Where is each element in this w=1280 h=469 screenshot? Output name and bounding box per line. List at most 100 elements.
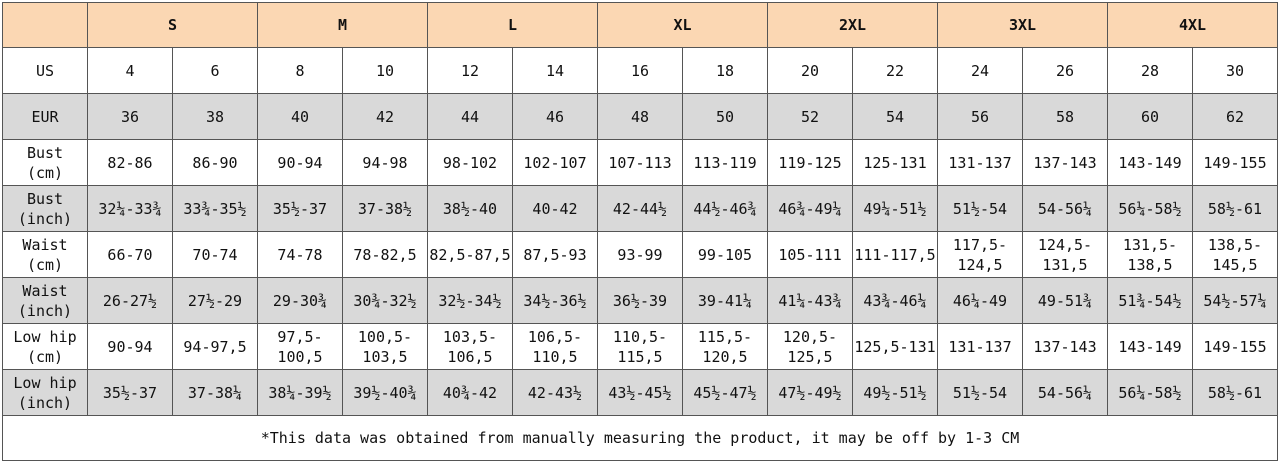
value-cell: 94-98 [342,139,428,186]
row-label: Waist (inch) [2,277,88,324]
value-cell: 149-155 [1192,323,1278,370]
value-cell: 24 [937,47,1023,94]
value-cell: 49-51¾ [1022,277,1108,324]
value-cell: 98-102 [427,139,513,186]
value-cell: 131-137 [937,323,1023,370]
value-cell: 37-38¼ [172,369,258,416]
value-cell: 58½-61 [1192,369,1278,416]
value-cell: 47½-49½ [767,369,853,416]
value-cell: 42-44½ [597,185,683,232]
value-cell: 18 [682,47,768,94]
measurement-row: US 4 6 8 10 12 14 16 18 20 22 24 26 28 30 [2,47,1278,94]
value-cell: 49½-51½ [852,369,938,416]
value-cell: 36 [87,93,173,140]
value-cell: 137-143 [1022,323,1108,370]
measurement-row: Bust (cm) 82-86 86-90 90-94 94-98 98-102 102-1… [2,139,1278,186]
value-cell: 40¾-42 [427,369,513,416]
value-cell: 90-94 [257,139,343,186]
value-cell: 54 [852,93,938,140]
row-label: Bust (inch) [2,185,88,232]
value-cell: 34½-36½ [512,277,598,324]
value-cell: 39-41¼ [682,277,768,324]
value-cell: 49¼-51½ [852,185,938,232]
measurement-note: *This data was obtained from manually me… [2,415,1278,461]
value-cell: 51¾-54½ [1107,277,1193,324]
value-cell: 32½-34½ [427,277,513,324]
size-header-cell: M [257,2,428,48]
value-cell: 87,5-93 [512,231,598,278]
value-cell: 56¼-58½ [1107,185,1193,232]
value-cell: 105-111 [767,231,853,278]
measurement-row: Waist (cm) 66-70 70-74 74-78 78-82,5 82,5-87,… [2,231,1278,278]
value-cell: 56¼-58½ [1107,369,1193,416]
size-header-cell: 2XL [767,2,938,48]
value-cell: 82-86 [87,139,173,186]
value-cell: 110,5- 115,5 [597,323,683,370]
value-cell: 29-30¾ [257,277,343,324]
value-cell: 124,5- 131,5 [1022,231,1108,278]
value-cell: 27½-29 [172,277,258,324]
value-cell: 102-107 [512,139,598,186]
value-cell: 143-149 [1107,139,1193,186]
value-cell: 52 [767,93,853,140]
value-cell: 60 [1107,93,1193,140]
value-cell: 70-74 [172,231,258,278]
size-header-cell: XL [597,2,768,48]
value-cell: 94-97,5 [172,323,258,370]
value-cell: 12 [427,47,513,94]
value-cell: 99-105 [682,231,768,278]
value-cell: 100,5- 103,5 [342,323,428,370]
size-header-cell: 4XL [1107,2,1278,48]
measurement-row: Bust (inch) 32¼-33¾ 33¾-35½ 35½-37 37-38½ 38½… [2,185,1278,232]
value-cell: 8 [257,47,343,94]
value-cell: 48 [597,93,683,140]
value-cell: 125,5-131 [852,323,938,370]
value-cell: 22 [852,47,938,94]
value-cell: 28 [1107,47,1193,94]
value-cell: 44 [427,93,513,140]
value-cell: 38¼-39½ [257,369,343,416]
value-cell: 26 [1022,47,1108,94]
value-cell: 35½-37 [87,369,173,416]
value-cell: 44½-46¾ [682,185,768,232]
value-cell: 14 [512,47,598,94]
row-label: Low hip (inch) [2,369,88,416]
value-cell: 42 [342,93,428,140]
value-cell: 32¼-33¾ [87,185,173,232]
row-label: EUR [2,93,88,140]
value-cell: 107-113 [597,139,683,186]
row-label: Waist (cm) [2,231,88,278]
measurement-row: Waist (inch) 26-27½ 27½-29 29-30¾ 30¾-32½ 32½… [2,277,1278,324]
value-cell: 90-94 [87,323,173,370]
value-cell: 39½-40¾ [342,369,428,416]
value-cell: 46¾-49¼ [767,185,853,232]
value-cell: 149-155 [1192,139,1278,186]
note-row: *This data was obtained from manually me… [2,415,1278,461]
value-cell: 138,5- 145,5 [1192,231,1278,278]
value-cell: 35½-37 [257,185,343,232]
value-cell: 38 [172,93,258,140]
row-label: Low hip (cm) [2,323,88,370]
value-cell: 103,5- 106,5 [427,323,513,370]
value-cell: 113-119 [682,139,768,186]
value-cell: 82,5-87,5 [427,231,513,278]
value-cell: 20 [767,47,853,94]
value-cell: 51½-54 [937,369,1023,416]
value-cell: 131,5- 138,5 [1107,231,1193,278]
value-cell: 143-149 [1107,323,1193,370]
value-cell: 42-43½ [512,369,598,416]
corner-cell [2,2,88,48]
value-cell: 10 [342,47,428,94]
row-label: US [2,47,88,94]
value-cell: 50 [682,93,768,140]
value-cell: 38½-40 [427,185,513,232]
value-cell: 30¾-32½ [342,277,428,324]
value-cell: 111-117,5 [852,231,938,278]
row-label: Bust (cm) [2,139,88,186]
value-cell: 4 [87,47,173,94]
value-cell: 16 [597,47,683,94]
value-cell: 93-99 [597,231,683,278]
value-cell: 40 [257,93,343,140]
value-cell: 51½-54 [937,185,1023,232]
value-cell: 125-131 [852,139,938,186]
